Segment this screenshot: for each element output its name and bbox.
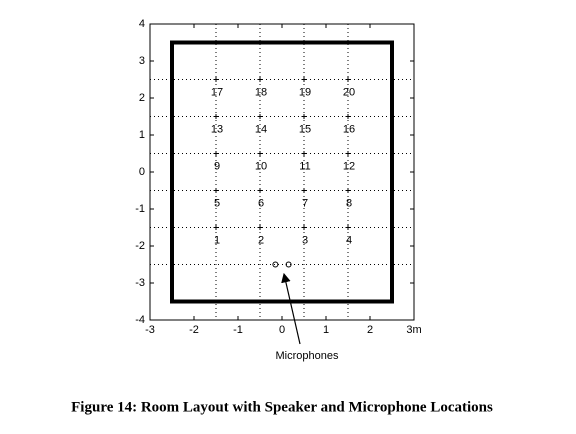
speaker	[213, 188, 219, 193]
speaker	[213, 225, 219, 230]
speaker-label: 18	[255, 86, 267, 98]
speaker-label: 14	[255, 123, 267, 135]
speaker	[345, 225, 351, 230]
speaker-label: 2	[258, 234, 264, 246]
speaker	[301, 114, 307, 119]
speaker	[345, 114, 351, 119]
annotation-arrow	[281, 272, 301, 345]
plot-frame	[149, 23, 415, 321]
microphone	[272, 261, 279, 268]
speaker-label: 3	[302, 234, 308, 246]
y-tick-label: -2	[135, 240, 145, 252]
x-tick-label: -3	[145, 324, 155, 336]
caption: Figure 14: Room Layout with Speaker and …	[71, 399, 493, 415]
speaker-label: 13	[211, 123, 223, 135]
speaker-label: 19	[299, 86, 311, 98]
speaker-label: 20	[343, 86, 355, 98]
speaker-label: 8	[346, 197, 352, 209]
room	[170, 40, 394, 304]
x-tick-label: 2	[367, 324, 373, 336]
speaker	[257, 114, 263, 119]
y-tick-label: 4	[139, 18, 145, 30]
speaker	[345, 77, 351, 82]
speaker	[213, 151, 219, 156]
speaker-label: 4	[346, 234, 352, 246]
x-tick-label: -1	[233, 324, 243, 336]
speaker	[345, 188, 351, 193]
speaker	[257, 188, 263, 193]
speaker-label: 16	[343, 123, 355, 135]
y-tick-label: 1	[139, 129, 145, 141]
speaker	[213, 77, 219, 82]
y-tick-label: -1	[135, 203, 145, 215]
speaker	[301, 188, 307, 193]
speaker-label: 7	[302, 197, 308, 209]
speaker	[213, 114, 219, 119]
speaker-label: 12	[343, 160, 355, 172]
y-tick-label: -4	[135, 314, 145, 326]
x-tick-label: 0	[279, 324, 285, 336]
speaker	[345, 151, 351, 156]
y-tick-label: -3	[135, 277, 145, 289]
speaker	[257, 151, 263, 156]
speaker-label: 9	[214, 160, 220, 172]
x-tick-label: 1	[323, 324, 329, 336]
speaker-label: 11	[299, 160, 310, 172]
speaker-label: 6	[258, 197, 264, 209]
x-tick-label: 3m	[406, 324, 421, 336]
speaker-label: 10	[255, 160, 267, 172]
speaker-label: 1	[214, 234, 220, 246]
y-tick-label: 2	[139, 92, 145, 104]
speaker	[257, 77, 263, 82]
y-tick-label: 3	[139, 55, 145, 67]
speaker-label: 17	[211, 86, 223, 98]
speaker	[257, 225, 263, 230]
microphone	[285, 261, 292, 268]
speaker-label: 15	[299, 123, 311, 135]
y-tick-label: 0	[139, 166, 145, 178]
annotation: Microphones	[276, 350, 339, 362]
x-tick-label: -2	[189, 324, 199, 336]
speaker	[301, 225, 307, 230]
speaker	[301, 77, 307, 82]
speaker-label: 5	[214, 197, 220, 209]
speaker	[301, 151, 307, 156]
